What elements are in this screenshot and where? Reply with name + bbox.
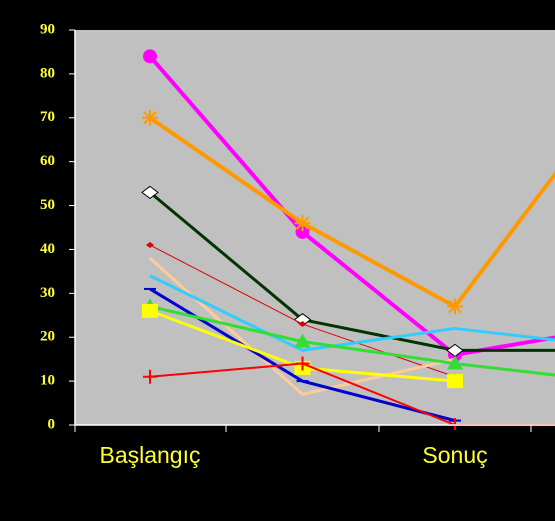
marker bbox=[143, 49, 157, 64]
series-line bbox=[148, 116, 555, 309]
marker bbox=[142, 109, 158, 126]
x-tick-label: Sonuç bbox=[422, 442, 487, 468]
y-tick-label: 80 bbox=[40, 65, 55, 81]
series-line bbox=[149, 274, 555, 352]
marker bbox=[142, 303, 158, 318]
series-line bbox=[149, 191, 555, 352]
marker bbox=[447, 298, 463, 315]
y-tick-label: 70 bbox=[40, 109, 55, 125]
marker bbox=[295, 356, 310, 371]
plot-area bbox=[75, 30, 555, 425]
marker bbox=[143, 369, 157, 384]
marker bbox=[294, 333, 311, 348]
y-tick-label: 40 bbox=[40, 241, 55, 257]
series-line bbox=[148, 55, 555, 357]
y-tick-label: 10 bbox=[40, 373, 55, 389]
marker bbox=[294, 215, 311, 232]
y-tick-label: 90 bbox=[40, 21, 55, 37]
marker bbox=[447, 374, 463, 389]
marker bbox=[298, 321, 307, 328]
marker bbox=[146, 242, 154, 249]
marker bbox=[295, 224, 310, 239]
marker bbox=[447, 355, 463, 370]
y-tick-label: 50 bbox=[40, 197, 55, 213]
y-tick-label: 30 bbox=[40, 285, 55, 301]
y-tick-label: 0 bbox=[48, 416, 56, 432]
x-tick-label: Başlangıç bbox=[99, 442, 200, 468]
y-tick-label: 20 bbox=[40, 329, 55, 345]
y-tick-label: 60 bbox=[40, 153, 55, 169]
series-line bbox=[149, 305, 555, 377]
series-line bbox=[149, 257, 456, 396]
marker bbox=[141, 185, 159, 200]
